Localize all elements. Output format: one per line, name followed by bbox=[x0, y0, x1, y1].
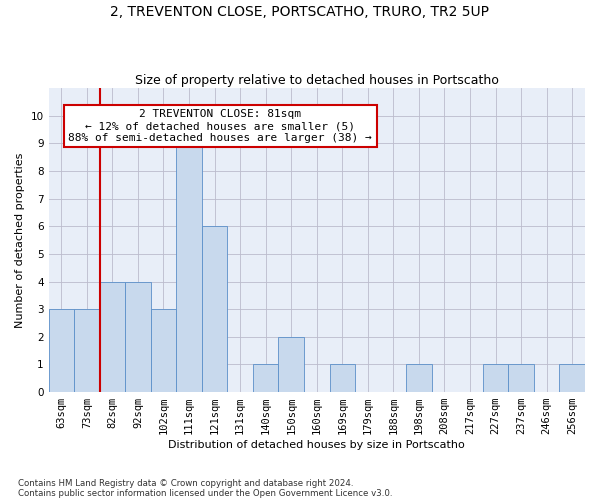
Bar bbox=[202, 226, 227, 392]
X-axis label: Distribution of detached houses by size in Portscatho: Distribution of detached houses by size … bbox=[169, 440, 465, 450]
Text: Contains HM Land Registry data © Crown copyright and database right 2024.: Contains HM Land Registry data © Crown c… bbox=[18, 478, 353, 488]
Bar bbox=[125, 282, 151, 392]
Bar bbox=[253, 364, 278, 392]
Y-axis label: Number of detached properties: Number of detached properties bbox=[15, 152, 25, 328]
Text: 2, TREVENTON CLOSE, PORTSCATHO, TRURO, TR2 5UP: 2, TREVENTON CLOSE, PORTSCATHO, TRURO, T… bbox=[110, 5, 490, 19]
Bar bbox=[278, 337, 304, 392]
Bar bbox=[176, 144, 202, 392]
Bar bbox=[559, 364, 585, 392]
Bar bbox=[74, 309, 100, 392]
Bar bbox=[49, 309, 74, 392]
Text: Contains public sector information licensed under the Open Government Licence v3: Contains public sector information licen… bbox=[18, 488, 392, 498]
Text: 2 TREVENTON CLOSE: 81sqm
← 12% of detached houses are smaller (5)
88% of semi-de: 2 TREVENTON CLOSE: 81sqm ← 12% of detach… bbox=[68, 110, 372, 142]
Bar bbox=[508, 364, 534, 392]
Bar bbox=[100, 282, 125, 392]
Title: Size of property relative to detached houses in Portscatho: Size of property relative to detached ho… bbox=[135, 74, 499, 87]
Bar bbox=[406, 364, 432, 392]
Bar bbox=[483, 364, 508, 392]
Bar bbox=[151, 309, 176, 392]
Bar bbox=[329, 364, 355, 392]
